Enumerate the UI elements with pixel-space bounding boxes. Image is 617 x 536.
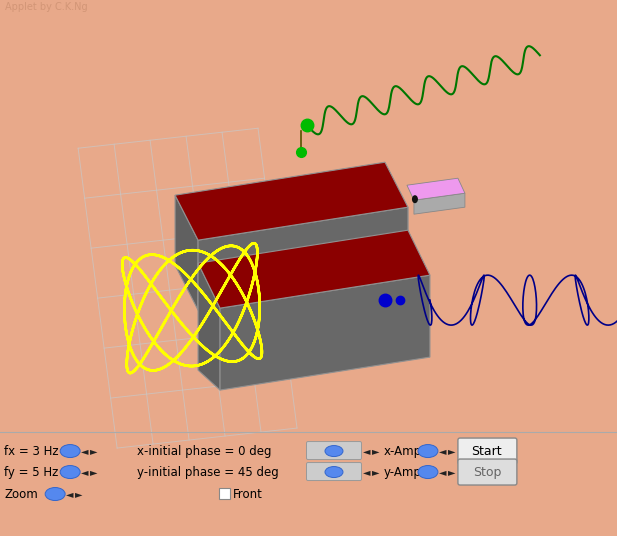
Polygon shape — [198, 207, 408, 310]
Ellipse shape — [412, 195, 418, 203]
Text: ►: ► — [90, 467, 98, 477]
Text: ►: ► — [75, 489, 83, 499]
Polygon shape — [198, 230, 430, 308]
Polygon shape — [175, 162, 408, 240]
Text: ►: ► — [448, 446, 456, 456]
Text: fx = 3 Hz: fx = 3 Hz — [4, 444, 59, 458]
Text: ◄: ◄ — [439, 446, 447, 456]
Text: ◄: ◄ — [81, 446, 89, 456]
Text: x-Amp: x-Amp — [384, 444, 422, 458]
Ellipse shape — [418, 466, 438, 479]
Ellipse shape — [418, 444, 438, 458]
Text: Applet by C.K.Ng: Applet by C.K.Ng — [5, 2, 88, 12]
Text: Zoom: Zoom — [4, 488, 38, 501]
Text: y-initial phase = 45 deg: y-initial phase = 45 deg — [137, 466, 279, 479]
Ellipse shape — [325, 466, 343, 478]
FancyBboxPatch shape — [307, 442, 362, 459]
FancyBboxPatch shape — [458, 438, 517, 464]
Text: fy = 5 Hz: fy = 5 Hz — [4, 466, 59, 479]
Bar — [219, 488, 230, 499]
Text: ◄: ◄ — [439, 467, 447, 477]
Text: Front: Front — [233, 488, 263, 501]
Ellipse shape — [60, 466, 80, 479]
Text: ◄: ◄ — [67, 489, 74, 499]
Text: ►: ► — [90, 446, 98, 456]
Polygon shape — [220, 275, 430, 390]
Text: y-Amp: y-Amp — [384, 466, 422, 479]
Text: ◄: ◄ — [81, 467, 89, 477]
Text: ◄: ◄ — [363, 467, 371, 477]
Text: Stop: Stop — [473, 466, 501, 479]
FancyBboxPatch shape — [307, 463, 362, 481]
FancyBboxPatch shape — [458, 459, 517, 485]
Polygon shape — [198, 207, 408, 263]
Polygon shape — [198, 263, 220, 390]
Text: ►: ► — [372, 446, 379, 456]
Ellipse shape — [325, 445, 343, 457]
Ellipse shape — [60, 444, 80, 458]
Text: ►: ► — [372, 467, 379, 477]
Text: ◄: ◄ — [363, 446, 371, 456]
Polygon shape — [414, 193, 465, 214]
Polygon shape — [407, 178, 465, 200]
Polygon shape — [175, 195, 198, 310]
Text: Start: Start — [471, 444, 502, 458]
Ellipse shape — [45, 488, 65, 501]
Text: x-initial phase = 0 deg: x-initial phase = 0 deg — [137, 444, 271, 458]
Text: ►: ► — [448, 467, 456, 477]
